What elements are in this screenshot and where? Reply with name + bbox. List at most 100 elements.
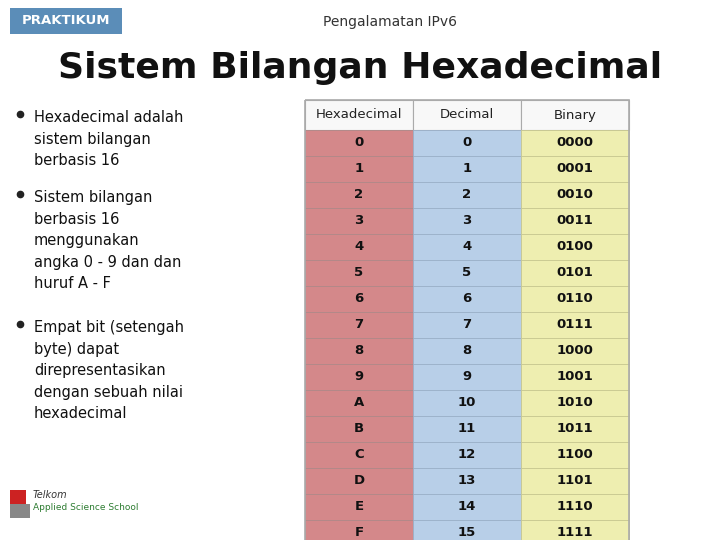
Bar [521, 100, 629, 130]
Bar [521, 416, 629, 442]
Bar [413, 234, 521, 260]
Bar [413, 312, 521, 338]
Text: Applied Science School: Applied Science School [33, 503, 138, 512]
Text: 13: 13 [458, 475, 476, 488]
Bar [413, 468, 521, 494]
Text: E: E [354, 501, 364, 514]
Text: Binary: Binary [554, 109, 596, 122]
Text: 0101: 0101 [557, 267, 593, 280]
Bar [10, 504, 30, 518]
Text: Hexadecimal adalah
sistem bilangan
berbasis 16: Hexadecimal adalah sistem bilangan berba… [34, 110, 184, 168]
Text: 2: 2 [462, 188, 472, 201]
Bar [305, 468, 413, 494]
Text: C: C [354, 449, 364, 462]
Text: 6: 6 [354, 293, 364, 306]
Bar [413, 338, 521, 364]
Text: 9: 9 [354, 370, 364, 383]
Bar [521, 312, 629, 338]
Bar [413, 260, 521, 286]
Text: D: D [354, 475, 364, 488]
Bar [305, 100, 629, 540]
Text: 1001: 1001 [557, 370, 593, 383]
Bar [305, 364, 413, 390]
Text: 0010: 0010 [557, 188, 593, 201]
Text: 0000: 0000 [557, 137, 593, 150]
Bar [305, 100, 413, 130]
Bar [521, 130, 629, 156]
Bar [521, 338, 629, 364]
Text: 7: 7 [462, 319, 472, 332]
Bar [521, 364, 629, 390]
Text: A: A [354, 396, 364, 409]
Bar [305, 312, 413, 338]
Bar [413, 494, 521, 520]
Bar [305, 286, 413, 312]
Text: 1000: 1000 [557, 345, 593, 357]
Bar [521, 494, 629, 520]
Text: 0011: 0011 [557, 214, 593, 227]
Bar [305, 520, 413, 540]
Bar [521, 442, 629, 468]
Bar [521, 234, 629, 260]
Text: 15: 15 [458, 526, 476, 539]
Text: 4: 4 [354, 240, 364, 253]
Bar [521, 286, 629, 312]
Bar [305, 234, 413, 260]
Text: 11: 11 [458, 422, 476, 435]
Text: Sistem bilangan
berbasis 16
menggunakan
angka 0 - 9 dan dan
huruf A - F: Sistem bilangan berbasis 16 menggunakan … [34, 190, 181, 292]
Text: 0: 0 [354, 137, 364, 150]
Text: 1101: 1101 [557, 475, 593, 488]
Text: 3: 3 [462, 214, 472, 227]
Text: 8: 8 [354, 345, 364, 357]
Bar [305, 260, 413, 286]
Text: Telkom: Telkom [33, 490, 68, 500]
Text: Pengalamatan IPv6: Pengalamatan IPv6 [323, 15, 457, 29]
Bar [521, 156, 629, 182]
Bar [305, 442, 413, 468]
Text: 3: 3 [354, 214, 364, 227]
Text: 2: 2 [354, 188, 364, 201]
Text: 5: 5 [354, 267, 364, 280]
Bar [10, 490, 26, 504]
Bar [521, 182, 629, 208]
Bar [413, 390, 521, 416]
Bar [413, 156, 521, 182]
Bar [521, 468, 629, 494]
Text: 5: 5 [462, 267, 472, 280]
Text: 0001: 0001 [557, 163, 593, 176]
Bar [521, 520, 629, 540]
Bar [521, 390, 629, 416]
Bar [413, 208, 521, 234]
Bar [413, 100, 521, 130]
Text: 12: 12 [458, 449, 476, 462]
Bar [413, 130, 521, 156]
Text: 1011: 1011 [557, 422, 593, 435]
Text: 1100: 1100 [557, 449, 593, 462]
Text: 6: 6 [462, 293, 472, 306]
Text: 1010: 1010 [557, 396, 593, 409]
Text: B: B [354, 422, 364, 435]
Text: 0110: 0110 [557, 293, 593, 306]
Text: 7: 7 [354, 319, 364, 332]
Bar [10, 8, 122, 34]
Text: 1111: 1111 [557, 526, 593, 539]
Bar [305, 494, 413, 520]
Bar [305, 338, 413, 364]
Bar [305, 416, 413, 442]
Bar [413, 520, 521, 540]
Text: 4: 4 [462, 240, 472, 253]
Text: PRAKTIKUM: PRAKTIKUM [22, 15, 110, 28]
Text: 8: 8 [462, 345, 472, 357]
Text: 0111: 0111 [557, 319, 593, 332]
Text: F: F [354, 526, 364, 539]
Bar [305, 156, 413, 182]
Text: 0: 0 [462, 137, 472, 150]
Bar [305, 130, 413, 156]
Text: Decimal: Decimal [440, 109, 494, 122]
Text: Hexadecimal: Hexadecimal [316, 109, 402, 122]
Bar [413, 286, 521, 312]
Text: 9: 9 [462, 370, 472, 383]
Bar [413, 416, 521, 442]
Bar [305, 182, 413, 208]
Bar [305, 390, 413, 416]
